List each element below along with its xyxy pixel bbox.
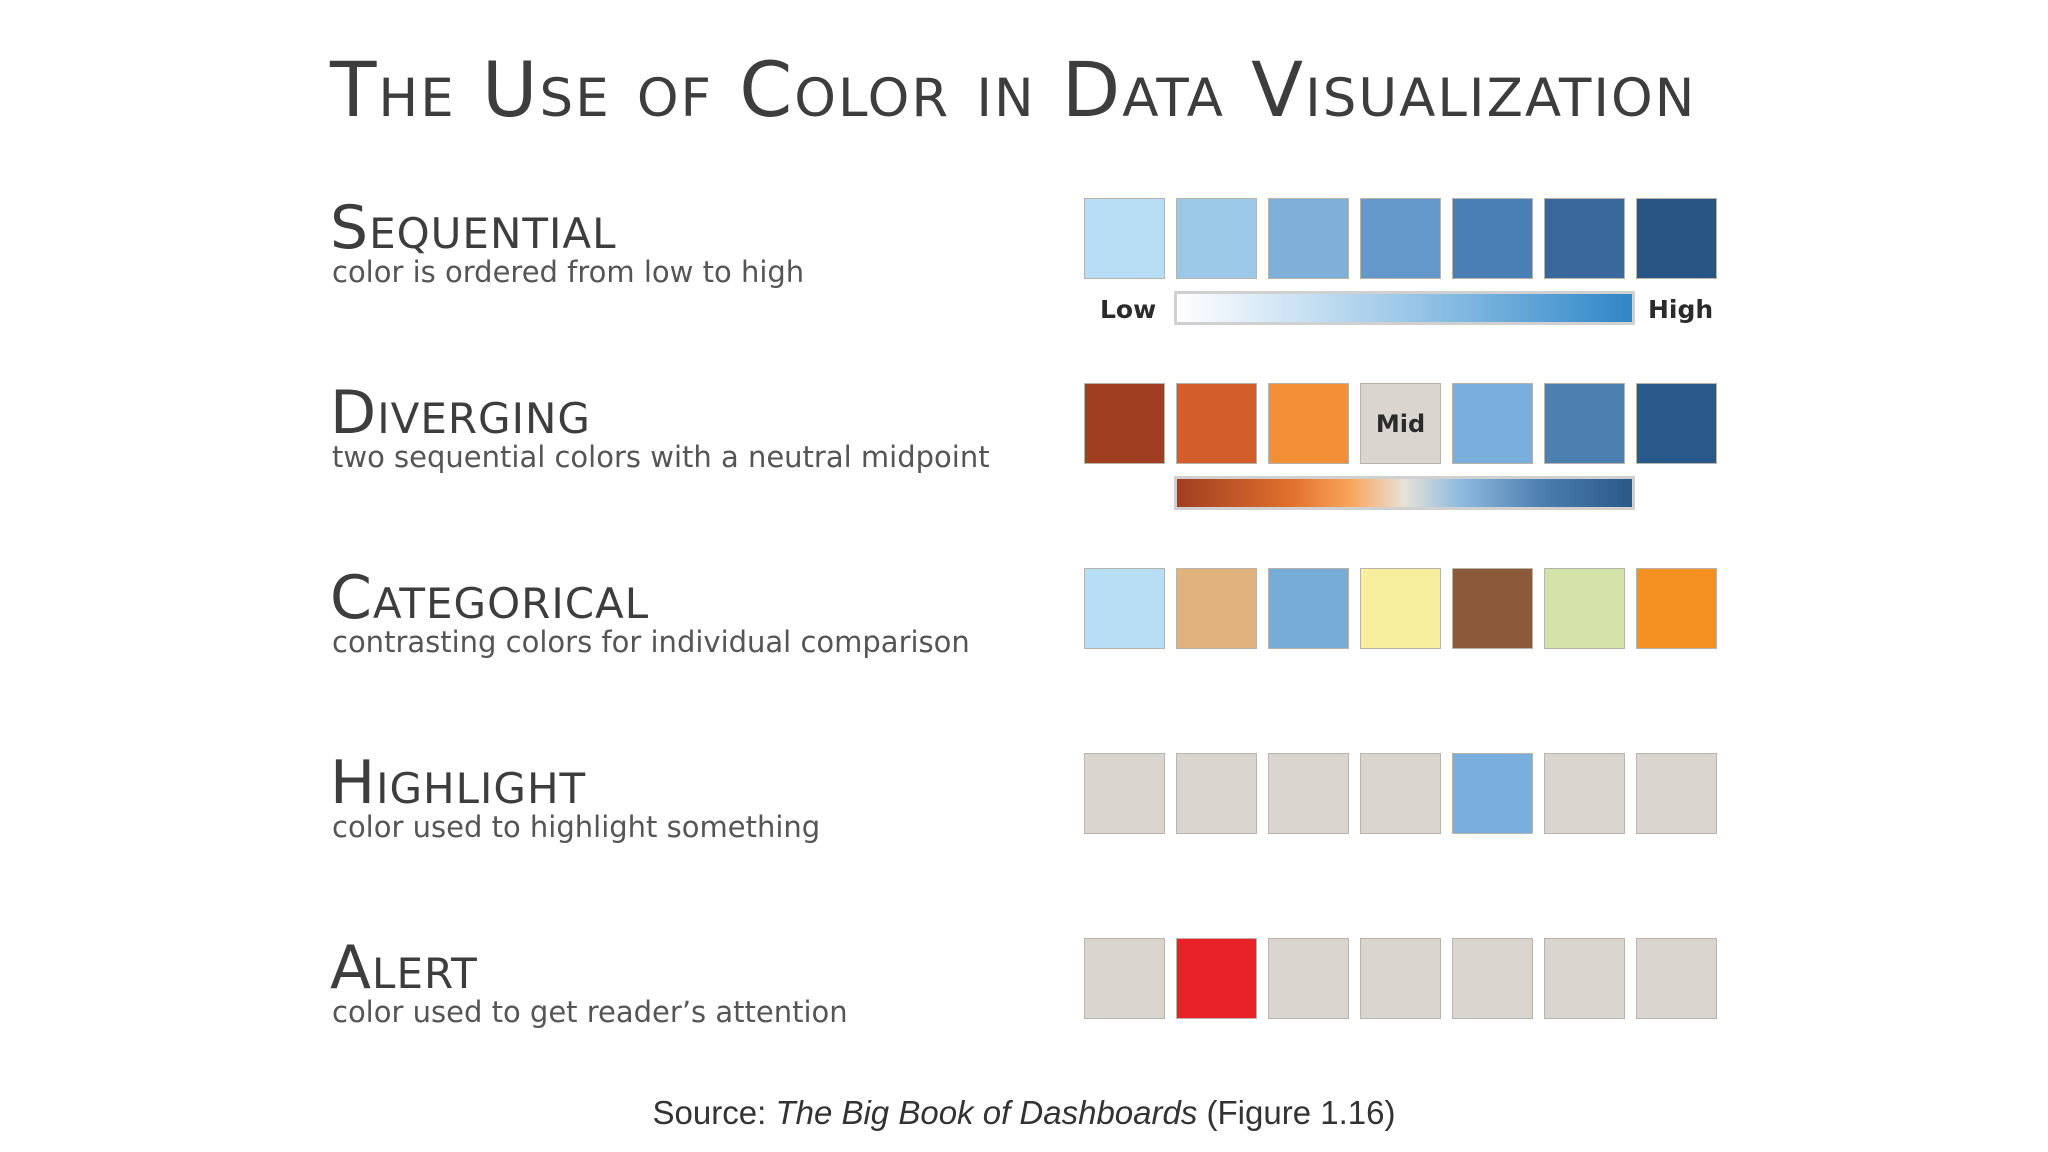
color-swatch — [1268, 198, 1349, 279]
color-swatch — [1084, 568, 1165, 649]
color-swatch — [1268, 753, 1349, 834]
sequential-gradient-bar — [1174, 291, 1635, 325]
mid-label: Mid — [1375, 409, 1426, 438]
section-highlight: Highlight color used to highlight someth… — [330, 753, 1730, 913]
color-swatch — [1360, 568, 1441, 649]
section-heading: Alert — [330, 933, 478, 1003]
color-swatch — [1636, 198, 1717, 279]
color-swatch — [1636, 753, 1717, 834]
color-swatch — [1544, 938, 1625, 1019]
color-swatch — [1544, 198, 1625, 279]
color-swatch — [1452, 198, 1533, 279]
section-description: two sequential colors with a neutral mid… — [332, 440, 990, 474]
section-description: color used to highlight something — [332, 810, 821, 844]
scale-high-label: High — [1648, 295, 1714, 324]
section-alert: Alert color used to get reader’s attenti… — [330, 938, 1730, 1098]
color-swatch — [1176, 753, 1257, 834]
color-swatch — [1176, 568, 1257, 649]
section-description: contrasting colors for individual compar… — [332, 625, 970, 659]
color-swatch — [1084, 383, 1165, 464]
scale-low-label: Low — [1100, 295, 1157, 324]
color-swatch — [1452, 938, 1533, 1019]
color-swatch — [1176, 938, 1257, 1019]
section-diverging: Diverging two sequential colors with a n… — [330, 383, 1730, 543]
color-swatch — [1544, 753, 1625, 834]
color-swatch — [1268, 383, 1349, 464]
color-swatch — [1176, 198, 1257, 279]
color-swatch — [1452, 568, 1533, 649]
diverging-gradient-bar — [1174, 476, 1635, 510]
page-title: The Use of Color in Data Visualization — [330, 45, 1697, 134]
source-book-title: The Big Book of Dashboards — [775, 1094, 1198, 1131]
source-citation: Source: The Big Book of Dashboards (Figu… — [0, 1096, 2048, 1129]
section-heading: Diverging — [330, 378, 591, 448]
color-swatch — [1176, 383, 1257, 464]
color-swatch — [1636, 938, 1717, 1019]
section-description: color is ordered from low to high — [332, 255, 805, 289]
color-swatch — [1636, 383, 1717, 464]
color-swatch: Mid — [1360, 383, 1441, 464]
section-sequential: Sequential color is ordered from low to … — [330, 198, 1730, 358]
color-swatch — [1268, 938, 1349, 1019]
color-swatch — [1360, 753, 1441, 834]
color-swatch — [1452, 753, 1533, 834]
color-swatch — [1452, 383, 1533, 464]
color-swatch — [1084, 938, 1165, 1019]
color-swatch — [1544, 383, 1625, 464]
section-heading: Highlight — [330, 748, 587, 818]
color-swatch — [1084, 753, 1165, 834]
source-prefix: Source: — [652, 1094, 776, 1131]
color-swatch — [1084, 198, 1165, 279]
color-swatch — [1544, 568, 1625, 649]
section-categorical: Categorical contrasting colors for indiv… — [330, 568, 1730, 728]
section-heading: Sequential — [330, 193, 617, 263]
color-swatch — [1360, 198, 1441, 279]
section-description: color used to get reader’s attention — [332, 995, 848, 1029]
color-swatch — [1636, 568, 1717, 649]
color-swatch — [1268, 568, 1349, 649]
color-swatch — [1360, 938, 1441, 1019]
section-heading: Categorical — [330, 563, 650, 633]
source-suffix: (Figure 1.16) — [1197, 1094, 1396, 1131]
